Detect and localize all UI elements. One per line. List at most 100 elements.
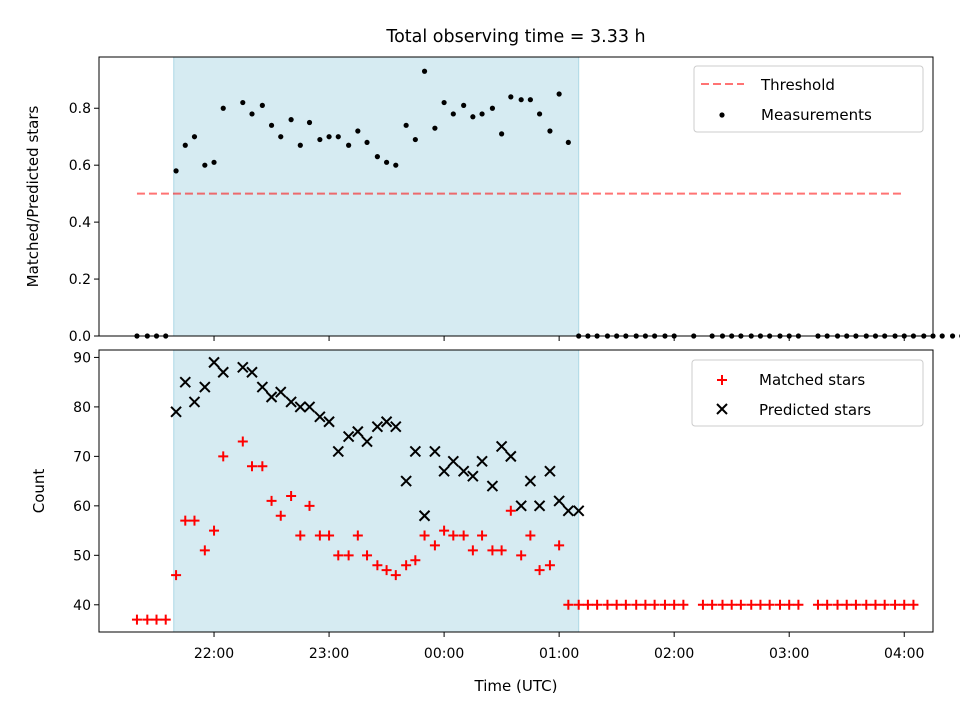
matched-star-point xyxy=(669,599,680,610)
matched-star-point xyxy=(304,500,315,511)
predicted-star-point xyxy=(447,455,460,468)
matched-star-point xyxy=(908,599,919,610)
measurement-point xyxy=(461,102,467,108)
count-panel-frame xyxy=(98,349,934,633)
measurement-point xyxy=(421,68,428,74)
predicted-star-point xyxy=(275,386,287,398)
matched-star-point xyxy=(246,461,257,472)
predicted-star-point xyxy=(495,440,508,453)
matched-star-point xyxy=(525,530,536,541)
matched-star-point xyxy=(324,530,335,541)
measurement-point xyxy=(547,128,553,134)
matched-star-point xyxy=(372,560,383,571)
measurement-point xyxy=(364,139,370,146)
count-y-tick-label: 60 xyxy=(73,499,91,515)
matched-star-point xyxy=(142,614,153,625)
predicted-star-point xyxy=(265,391,278,403)
count-y-tick-label: 90 xyxy=(73,350,91,366)
matched-legend-swatch xyxy=(717,375,727,385)
matched-star-point xyxy=(649,599,660,610)
matched-star-point xyxy=(496,545,507,556)
measurement-point xyxy=(288,117,294,123)
count-y-tick-label: 50 xyxy=(73,548,91,564)
matched-star-point xyxy=(602,599,613,610)
predicted-star-point xyxy=(390,420,402,433)
measurement-point xyxy=(450,111,456,117)
matched-star-point xyxy=(726,599,737,610)
predicted-star-point xyxy=(208,356,220,369)
ratio-legend: Threshold Measurements xyxy=(693,65,924,133)
matched-star-point xyxy=(448,530,459,541)
matched-star-point xyxy=(582,599,593,610)
observing-window-shade xyxy=(173,349,580,633)
count-y-tick-label: 40 xyxy=(73,598,91,614)
measurement-point xyxy=(211,159,217,165)
measurement-point xyxy=(173,168,179,174)
predicted-star-point xyxy=(170,406,182,418)
matched-star-point xyxy=(429,540,440,551)
predicted-star-point xyxy=(457,465,470,477)
matched-star-point xyxy=(151,614,162,625)
matched-star-point xyxy=(832,599,843,610)
matched-star-point xyxy=(755,599,766,610)
predicted-star-point xyxy=(380,416,393,428)
matched-star-point xyxy=(516,550,527,561)
ratio-y-tick-label: 0.4 xyxy=(69,215,91,231)
measurement-point xyxy=(403,122,409,128)
matched-star-point xyxy=(257,461,268,472)
predicted-star-point xyxy=(515,500,527,512)
measurement-point xyxy=(499,131,505,137)
ratio-y-tick-label: 0.2 xyxy=(69,272,91,288)
predicted-star-point xyxy=(256,381,269,393)
matched-star-point xyxy=(784,599,795,610)
predicted-star-point xyxy=(467,470,479,482)
measurement-point xyxy=(536,111,543,117)
predicted-star-point xyxy=(199,381,211,393)
count-panel: 40 50 60 70 80 90 22:00 23:00 00:00 01:00 02:00 03… xyxy=(30,349,934,662)
matched-star-point xyxy=(439,525,450,536)
measurement-point xyxy=(335,134,341,140)
predicted-star-point xyxy=(303,401,316,413)
measurement-point xyxy=(278,134,284,140)
matched-star-point xyxy=(131,614,142,625)
matched-star-point xyxy=(890,599,901,610)
count-y-tick-label: 80 xyxy=(73,400,91,416)
measurement-point xyxy=(374,154,380,160)
measurement-point xyxy=(432,125,438,131)
matched-star-point xyxy=(544,560,555,571)
matched-star-point xyxy=(458,530,469,541)
predicted-star-point xyxy=(486,480,499,492)
matched-star-point xyxy=(487,545,498,556)
matched-star-point xyxy=(180,515,191,526)
predicted-star-point xyxy=(217,366,229,378)
matched-star-point xyxy=(592,599,603,610)
measurement-point xyxy=(249,111,255,117)
measurement-point xyxy=(412,136,418,143)
matched-star-point xyxy=(775,599,786,610)
measurement-point xyxy=(518,97,524,103)
matched-star-point xyxy=(678,599,689,610)
measurement-point xyxy=(556,91,562,97)
matched-star-point xyxy=(554,540,565,551)
predicted-star-point xyxy=(332,445,344,458)
predicted-star-point xyxy=(400,475,412,487)
matched-star-point xyxy=(218,451,229,462)
predicted-legend-swatch xyxy=(716,403,728,415)
matched-star-point xyxy=(563,599,574,610)
measurement-point xyxy=(182,142,188,148)
measurement-point xyxy=(317,136,323,143)
matched-star-point xyxy=(697,599,708,610)
matched-star-point xyxy=(171,570,182,581)
predicted-star-point xyxy=(562,505,575,517)
matched-legend-label: Matched stars xyxy=(759,371,865,389)
matched-star-point xyxy=(707,599,718,610)
matched-star-point xyxy=(850,599,861,610)
measurement-point xyxy=(202,162,208,168)
x-tick-label: 03:00 xyxy=(769,646,809,662)
predicted-star-point xyxy=(342,430,355,443)
matched-star-point xyxy=(390,570,401,581)
measurement-point xyxy=(326,134,332,140)
matched-star-point xyxy=(899,599,910,610)
predicted-star-point xyxy=(179,376,191,388)
measurements-legend-label: Measurements xyxy=(761,106,872,124)
